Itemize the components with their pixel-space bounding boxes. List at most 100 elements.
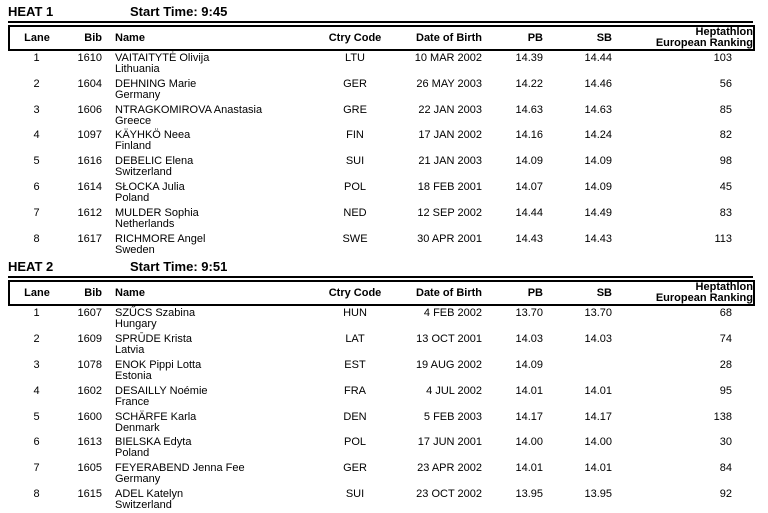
ctry-code-value: POL <box>343 180 366 193</box>
athlete-country: Hungary <box>115 318 157 331</box>
ranking-header: Heptathlon European Ranking <box>612 26 754 50</box>
sb-value: 14.17 <box>584 410 612 423</box>
bib-value: 1606 <box>77 103 102 116</box>
dob-value: 26 MAY 2003 <box>416 77 482 90</box>
lane-header: Lane <box>24 286 50 299</box>
dob-value: 23 APR 2002 <box>417 462 482 475</box>
athlete-country: Estonia <box>115 369 152 382</box>
athlete-country: Denmark <box>115 421 160 434</box>
bib-value: 1610 <box>77 52 102 64</box>
dob-value: 13 OCT 2001 <box>416 333 482 346</box>
pb-value: 14.01 <box>515 384 543 397</box>
athlete-name: VAITAITYTĖ Olivija <box>115 52 210 64</box>
bib-value: 1616 <box>77 155 102 168</box>
header-row: Lane Bib Name Ctry Code Date of Birth PB… <box>9 26 754 50</box>
heat-title: HEAT 2 <box>8 259 54 275</box>
dob-value: 17 JUN 2001 <box>417 436 482 449</box>
ranking-value: 56 <box>719 77 732 90</box>
ctry-code-value: GER <box>343 462 367 475</box>
ctry-code-value: POL <box>343 436 366 449</box>
sb-value: 14.09 <box>584 180 612 193</box>
ctry-code-value: SWE <box>342 232 368 245</box>
dob-header: Date of Birth <box>416 31 482 44</box>
athlete-row: 4 1097 KÄYHKÖ Neea Finland FIN 17 JAN 20… <box>9 128 754 154</box>
pb-value: 14.03 <box>515 333 543 346</box>
heat-2-table: Lane Bib Name Ctry Code Date of Birth PB… <box>8 280 755 512</box>
ctry-code-header: Ctry Code <box>328 31 382 44</box>
ctry-code-value: EST <box>344 358 366 371</box>
dob-value: 22 JAN 2003 <box>418 103 482 116</box>
athlete-name-cell: NTRAGKOMIROVA Anastasia Greece <box>102 103 327 129</box>
dob-value: 10 MAR 2002 <box>414 52 482 64</box>
pb-value: 14.07 <box>515 180 543 193</box>
bib-value: 1097 <box>77 129 102 142</box>
ctry-code-value: NED <box>343 206 367 219</box>
heat-1-body: 1 1610 VAITAITYTĖ Olivija Lithuania LTU … <box>9 50 754 257</box>
ranking-header-line1: Heptathlon <box>695 26 753 38</box>
athlete-name-cell: DEHNING Marie Germany <box>102 77 327 103</box>
dob-value: 12 SEP 2002 <box>417 206 482 219</box>
athlete-name: KÄYHKÖ Neea <box>115 129 191 142</box>
athlete-name-cell: SŁOCKA Julia Poland <box>102 180 327 206</box>
ctry-code-value: FRA <box>344 384 366 397</box>
sb-value: 14.44 <box>584 52 612 64</box>
pb-value: 14.16 <box>515 129 543 142</box>
ranking-value: 113 <box>714 232 732 245</box>
bib-value: 1602 <box>77 384 102 397</box>
athlete-country: Netherlands <box>115 217 175 230</box>
athlete-row: 5 1616 DEBELIC Elena Switzerland SUI 21 … <box>9 154 754 180</box>
athlete-country: Germany <box>115 88 161 101</box>
ranking-value: 74 <box>719 333 732 346</box>
dob-value: 4 FEB 2002 <box>423 307 482 320</box>
athlete-country: France <box>115 395 150 408</box>
lane-value: 3 <box>33 103 40 116</box>
athlete-name: RICHMORE Angel <box>115 232 206 245</box>
athlete-name-cell: VAITAITYTĖ Olivija Lithuania <box>102 50 327 77</box>
ranking-value: 138 <box>713 410 732 423</box>
sb-value: 14.43 <box>584 232 612 245</box>
athlete-name: SPRŪDE Krista <box>115 333 193 346</box>
ctry-code-value: GRE <box>343 103 367 116</box>
pb-value: 14.09 <box>515 358 543 371</box>
athlete-country: Sweden <box>115 243 155 256</box>
bib-header: Bib <box>84 31 102 44</box>
bib-header: Bib <box>84 286 102 299</box>
pb-value: 14.00 <box>515 436 543 449</box>
athlete-row: 6 1614 SŁOCKA Julia Poland POL 18 FEB 20… <box>9 180 754 206</box>
athlete-name-cell: KÄYHKÖ Neea Finland <box>102 128 327 154</box>
pb-value: 14.44 <box>515 206 543 219</box>
dob-value: 5 FEB 2003 <box>423 410 482 423</box>
sb-value: 13.95 <box>584 487 612 500</box>
athlete-row: 7 1605 FEYERABEND Jenna Fee Germany GER … <box>9 461 754 487</box>
dob-value: 21 JAN 2003 <box>418 155 482 168</box>
header-row: Lane Bib Name Ctry Code Date of Birth PB… <box>9 281 754 306</box>
athlete-country: Poland <box>115 191 150 204</box>
sb-value: 14.00 <box>584 436 612 449</box>
athlete-name-cell: SPRŪDE Krista Latvia <box>102 332 327 358</box>
pb-value: 14.01 <box>515 462 543 475</box>
athlete-name: ADEL Katelyn <box>115 487 184 500</box>
heat-2-heading: HEAT 2 Start Time: 9:51 <box>8 259 753 279</box>
pb-value: 14.22 <box>515 77 543 90</box>
dob-value: 19 AUG 2002 <box>415 358 482 371</box>
athlete-country: Poland <box>115 447 150 460</box>
lane-header: Lane <box>24 31 50 44</box>
athlete-name: DESAILLY Noémie <box>115 384 208 397</box>
athlete-row: 4 1602 DESAILLY Noémie France FRA 4 JUL … <box>9 384 754 410</box>
lane-value: 8 <box>33 232 40 245</box>
ctry-code-value: GER <box>343 77 367 90</box>
lane-value: 7 <box>33 462 40 475</box>
athlete-name-cell: BIELSKA Edyta Poland <box>102 435 327 461</box>
athlete-row: 1 1607 SZŰCS Szabina Hungary HUN 4 FEB 2… <box>9 305 754 332</box>
lane-value: 6 <box>33 180 40 193</box>
lane-value: 8 <box>33 487 40 500</box>
lane-value: 5 <box>33 410 40 423</box>
sb-header: SB <box>596 31 612 44</box>
athlete-name: FEYERABEND Jenna Fee <box>115 462 245 475</box>
ranking-value: 92 <box>719 487 732 500</box>
lane-value: 1 <box>33 52 40 64</box>
name-header: Name <box>115 31 145 44</box>
ctry-code-value: LAT <box>345 333 365 346</box>
athlete-country: Germany <box>115 473 161 486</box>
athlete-name: DEHNING Marie <box>115 77 197 90</box>
